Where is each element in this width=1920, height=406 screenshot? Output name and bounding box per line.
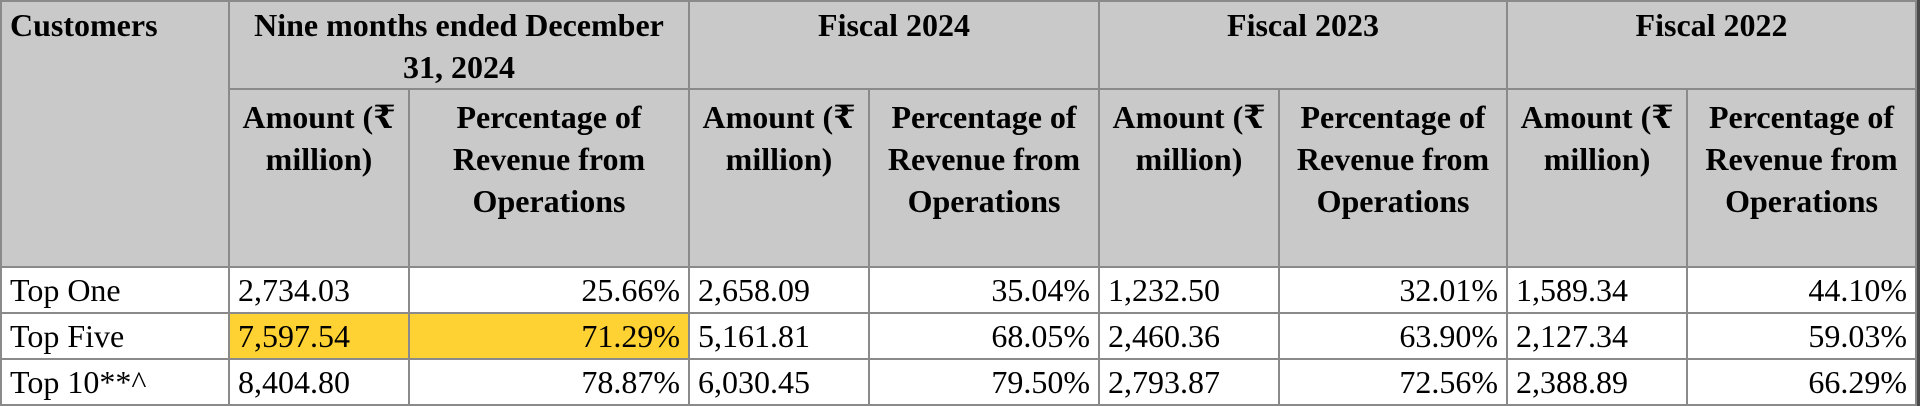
percentage-header: Percentage of Revenue from Operations <box>408 88 690 268</box>
table-header: Customers Nine months ended December 31,… <box>0 0 1918 268</box>
table-row: Top 10**^ 8,404.80 78.87% 6,030.45 79.50… <box>0 358 1918 406</box>
percentage-cell: 78.87% <box>408 358 690 406</box>
amount-cell: 2,127.34 <box>1506 312 1689 360</box>
amount-cell: 6,030.45 <box>688 358 870 406</box>
highlighted-amount-cell: 7,597.54 <box>228 312 410 360</box>
amount-cell: 1,232.50 <box>1098 266 1281 314</box>
percentage-cell: 68.05% <box>867 312 1101 360</box>
amount-header: Amount (₹ million) <box>228 88 410 268</box>
row-label: Top One <box>0 266 230 314</box>
amount-cell: 5,161.81 <box>688 312 870 360</box>
row-label: Top Five <box>0 312 230 360</box>
percentage-cell: 59.03% <box>1686 312 1918 360</box>
customers-header: Customers <box>0 0 230 268</box>
percentage-cell: 32.01% <box>1278 266 1509 314</box>
percentage-cell: 72.56% <box>1278 358 1509 406</box>
percentage-cell: 63.90% <box>1278 312 1509 360</box>
percentage-cell: 44.10% <box>1686 266 1918 314</box>
amount-header: Amount (₹ million) <box>688 88 870 268</box>
amount-cell: 2,460.36 <box>1098 312 1281 360</box>
table-row: Top Five 7,597.54 71.29% 5,161.81 68.05%… <box>0 312 1918 360</box>
amount-cell: 8,404.80 <box>228 358 410 406</box>
amount-header: Amount (₹ million) <box>1098 88 1281 268</box>
amount-cell: 1,589.34 <box>1506 266 1689 314</box>
period-header-fiscal-2023: Fiscal 2023 <box>1098 0 1509 90</box>
percentage-cell: 35.04% <box>867 266 1101 314</box>
amount-cell: 2,734.03 <box>228 266 410 314</box>
period-header-fiscal-2022: Fiscal 2022 <box>1506 0 1918 90</box>
percentage-header: Percentage of Revenue from Operations <box>1278 88 1509 268</box>
percentage-cell: 66.29% <box>1686 358 1918 406</box>
period-header-nine-months: Nine months ended December 31, 2024 <box>228 0 690 90</box>
highlighted-percentage-cell: 71.29% <box>408 312 690 360</box>
percentage-header: Percentage of Revenue from Operations <box>867 88 1101 268</box>
amount-cell: 2,658.09 <box>688 266 870 314</box>
table-body: Top One 2,734.03 25.66% 2,658.09 35.04% … <box>0 266 1918 406</box>
period-header-fiscal-2024: Fiscal 2024 <box>687 0 1101 90</box>
percentage-cell: 25.66% <box>408 266 690 314</box>
percentage-header: Percentage of Revenue from Operations <box>1686 88 1918 268</box>
amount-cell: 2,793.87 <box>1098 358 1281 406</box>
row-label: Top 10**^ <box>0 358 230 406</box>
table-row: Top One 2,734.03 25.66% 2,658.09 35.04% … <box>0 266 1918 314</box>
percentage-cell: 79.50% <box>867 358 1101 406</box>
amount-header: Amount (₹ million) <box>1506 88 1689 268</box>
amount-cell: 2,388.89 <box>1506 358 1689 406</box>
